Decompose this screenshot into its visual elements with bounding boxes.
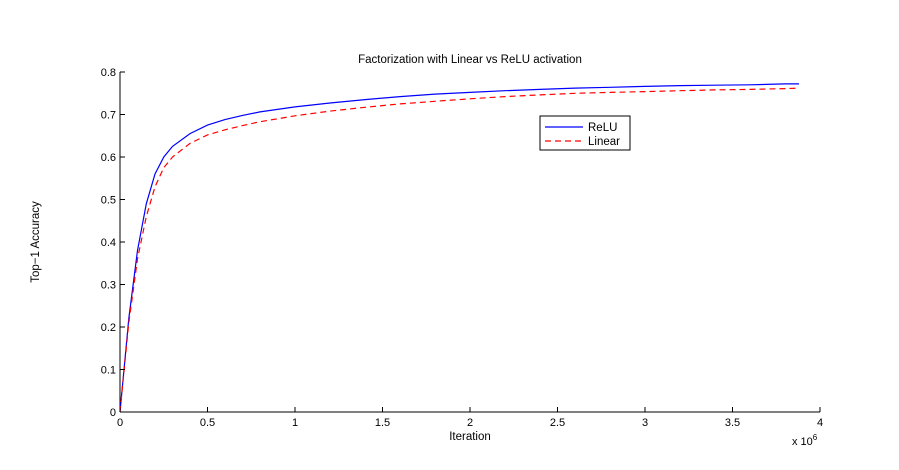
x-axis-label: Iteration <box>449 431 491 443</box>
x-tick-label: 0 <box>117 417 123 429</box>
x-axis-exponent-power: 6 <box>813 433 818 442</box>
x-tick-label: 3 <box>642 417 648 429</box>
series-line-relu <box>119 83 799 413</box>
plot-background <box>120 72 820 412</box>
x-tick-label: 1.5 <box>375 417 390 429</box>
y-tick-label: 0.4 <box>101 237 116 249</box>
y-tick-label: 0.8 <box>101 67 116 79</box>
y-tick-label: 0.5 <box>101 195 116 207</box>
x-tick-label: 3.5 <box>725 417 740 429</box>
series-line-linear <box>119 87 800 413</box>
x-tick-label: 0.5 <box>200 417 215 429</box>
x-tick-label: 2 <box>467 417 473 429</box>
y-axis-label: Top−1 Accuracy <box>30 201 42 283</box>
y-tick-label: 0.6 <box>101 152 116 164</box>
series-layer <box>119 83 800 413</box>
y-tick-label: 0.3 <box>101 280 116 292</box>
x-tick-label: 4 <box>817 417 823 429</box>
legend: ReLU Linear <box>539 115 631 151</box>
ticks-layer: 0 0.5 1 1.5 2 2.5 3 3.5 4 0 0.1 0.2 0.3 0.4 0.5 0.6 0.7 0… <box>101 67 823 429</box>
x-tick-label: 2.5 <box>550 417 565 429</box>
legend-label-linear: Linear <box>588 136 620 148</box>
plot-area <box>119 72 820 413</box>
chart-title: Factorization with Linear vs ReLU activa… <box>358 54 582 66</box>
legend-label-relu: ReLU <box>588 122 617 134</box>
y-tick-label: 0 <box>110 407 116 419</box>
x-axis-exponent: x 106 <box>792 433 818 448</box>
x-tick-label: 1 <box>292 417 298 429</box>
y-tick-label: 0.2 <box>101 322 116 334</box>
y-tick-label: 0.7 <box>101 110 116 122</box>
y-tick-label: 0.1 <box>101 365 116 377</box>
x-axis-exponent-base: x 10 <box>792 436 813 448</box>
legend-box <box>539 115 631 151</box>
